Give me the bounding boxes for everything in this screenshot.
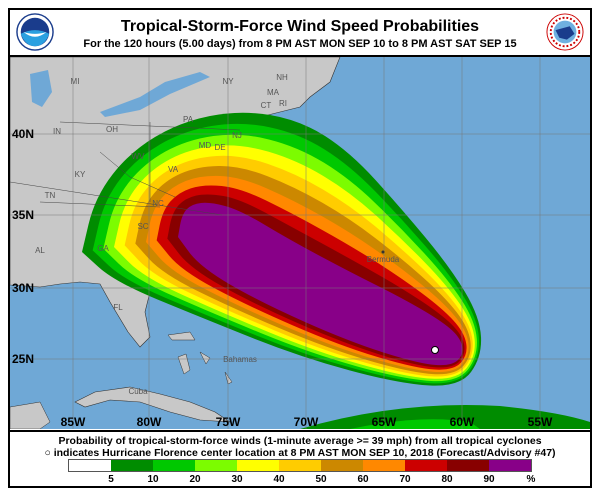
- wind-probability-map: MI NY NH MA CT RI PA OH IN NJ MD DE WV VA KY TN NC SC GA AL…: [10, 57, 590, 429]
- page-subtitle: For the 120 hours (5.00 days) from 8 PM …: [83, 38, 517, 50]
- noaa-logo: [16, 13, 54, 51]
- longitude-label: 55W: [528, 415, 553, 429]
- longitude-label: 80W: [137, 415, 162, 429]
- scale-tick-label: 10: [147, 474, 159, 485]
- probability-bands: [82, 112, 482, 386]
- color-swatch: [69, 460, 111, 471]
- place-label: FL: [113, 303, 123, 312]
- place-label: MA: [267, 88, 280, 97]
- second-storm-probability-area-inner: [350, 419, 480, 429]
- latitude-label: 25N: [12, 352, 34, 366]
- place-label: Cuba: [128, 387, 148, 396]
- color-swatch: [405, 460, 447, 471]
- scale-tick-label: 40: [273, 474, 285, 485]
- scale-tick-label: 60: [357, 474, 369, 485]
- color-swatch: [489, 460, 531, 471]
- place-label: NH: [276, 73, 288, 82]
- land-yucatan: [10, 401, 51, 429]
- lake-michigan: [30, 70, 52, 107]
- header: Tropical-Storm-Force Wind Speed Probabil…: [10, 10, 590, 57]
- second-storm-probability-area: [300, 404, 590, 429]
- color-swatch: [237, 460, 279, 471]
- probability-band-90: [178, 202, 463, 366]
- scale-tick-label: %: [526, 474, 536, 485]
- place-label: IN: [53, 127, 61, 136]
- place-label: Bahamas: [223, 355, 257, 364]
- legend-storm-note: ○ indicates Hurricane Florence center lo…: [44, 447, 556, 459]
- longitude-label: 60W: [450, 415, 475, 429]
- place-label: DE: [214, 143, 225, 152]
- place-label: NJ: [232, 131, 242, 140]
- place-label: Bermuda: [367, 255, 400, 264]
- product-frame: Tropical-Storm-Force Wind Speed Probabil…: [8, 8, 592, 488]
- place-label: NC: [152, 199, 164, 208]
- color-swatch: [321, 460, 363, 471]
- storm-center-marker: [431, 346, 439, 354]
- place-label: GA: [97, 244, 109, 253]
- place-label: MI: [71, 77, 80, 86]
- bermuda-island: [381, 250, 385, 254]
- scale-tick-label: 20: [189, 474, 201, 485]
- scale-tick-label: 70: [399, 474, 411, 485]
- place-label: OH: [106, 125, 118, 134]
- scale-tick-label: 80: [441, 474, 453, 485]
- place-label: RI: [279, 99, 287, 108]
- place-label: PA: [183, 115, 194, 124]
- place-label: KY: [75, 170, 86, 179]
- state-borders: [10, 121, 241, 216]
- scale-tick-label: 90: [483, 474, 495, 485]
- longitude-label: 85W: [61, 415, 86, 429]
- color-swatch: [195, 460, 237, 471]
- place-label: WV: [132, 152, 146, 161]
- longitude-label: 65W: [372, 415, 397, 429]
- longitude-label: 75W: [216, 415, 241, 429]
- color-swatch: [111, 460, 153, 471]
- land-bahamas: [167, 331, 233, 385]
- latitude-label: 40N: [12, 127, 34, 141]
- latitude-label: 30N: [12, 281, 34, 295]
- place-label: MD: [199, 141, 212, 150]
- land-cuba: [74, 386, 232, 423]
- place-label: NY: [222, 77, 234, 86]
- color-swatch: [153, 460, 195, 471]
- scale-tick-label: 30: [231, 474, 243, 485]
- color-swatch: [363, 460, 405, 471]
- place-label: CT: [261, 101, 272, 110]
- longitude-label: 70W: [294, 415, 319, 429]
- color-scale: [68, 459, 532, 472]
- latitude-label: 35N: [12, 208, 34, 222]
- place-label: VA: [168, 165, 179, 174]
- place-label: SC: [137, 222, 148, 231]
- legend-description: Probability of tropical-storm-force wind…: [58, 435, 542, 447]
- color-swatch: [447, 460, 489, 471]
- scale-tick-label: 5: [108, 474, 114, 485]
- place-label: AL: [35, 246, 45, 255]
- page-title: Tropical-Storm-Force Wind Speed Probabil…: [120, 18, 480, 35]
- place-label: TN: [45, 191, 56, 200]
- nws-logo: [546, 13, 584, 51]
- legend: Probability of tropical-storm-force wind…: [10, 430, 590, 488]
- color-swatch: [279, 460, 321, 471]
- graticule: [10, 57, 590, 429]
- scale-tick-label: 50: [315, 474, 327, 485]
- lake-erie-ontario: [100, 72, 210, 117]
